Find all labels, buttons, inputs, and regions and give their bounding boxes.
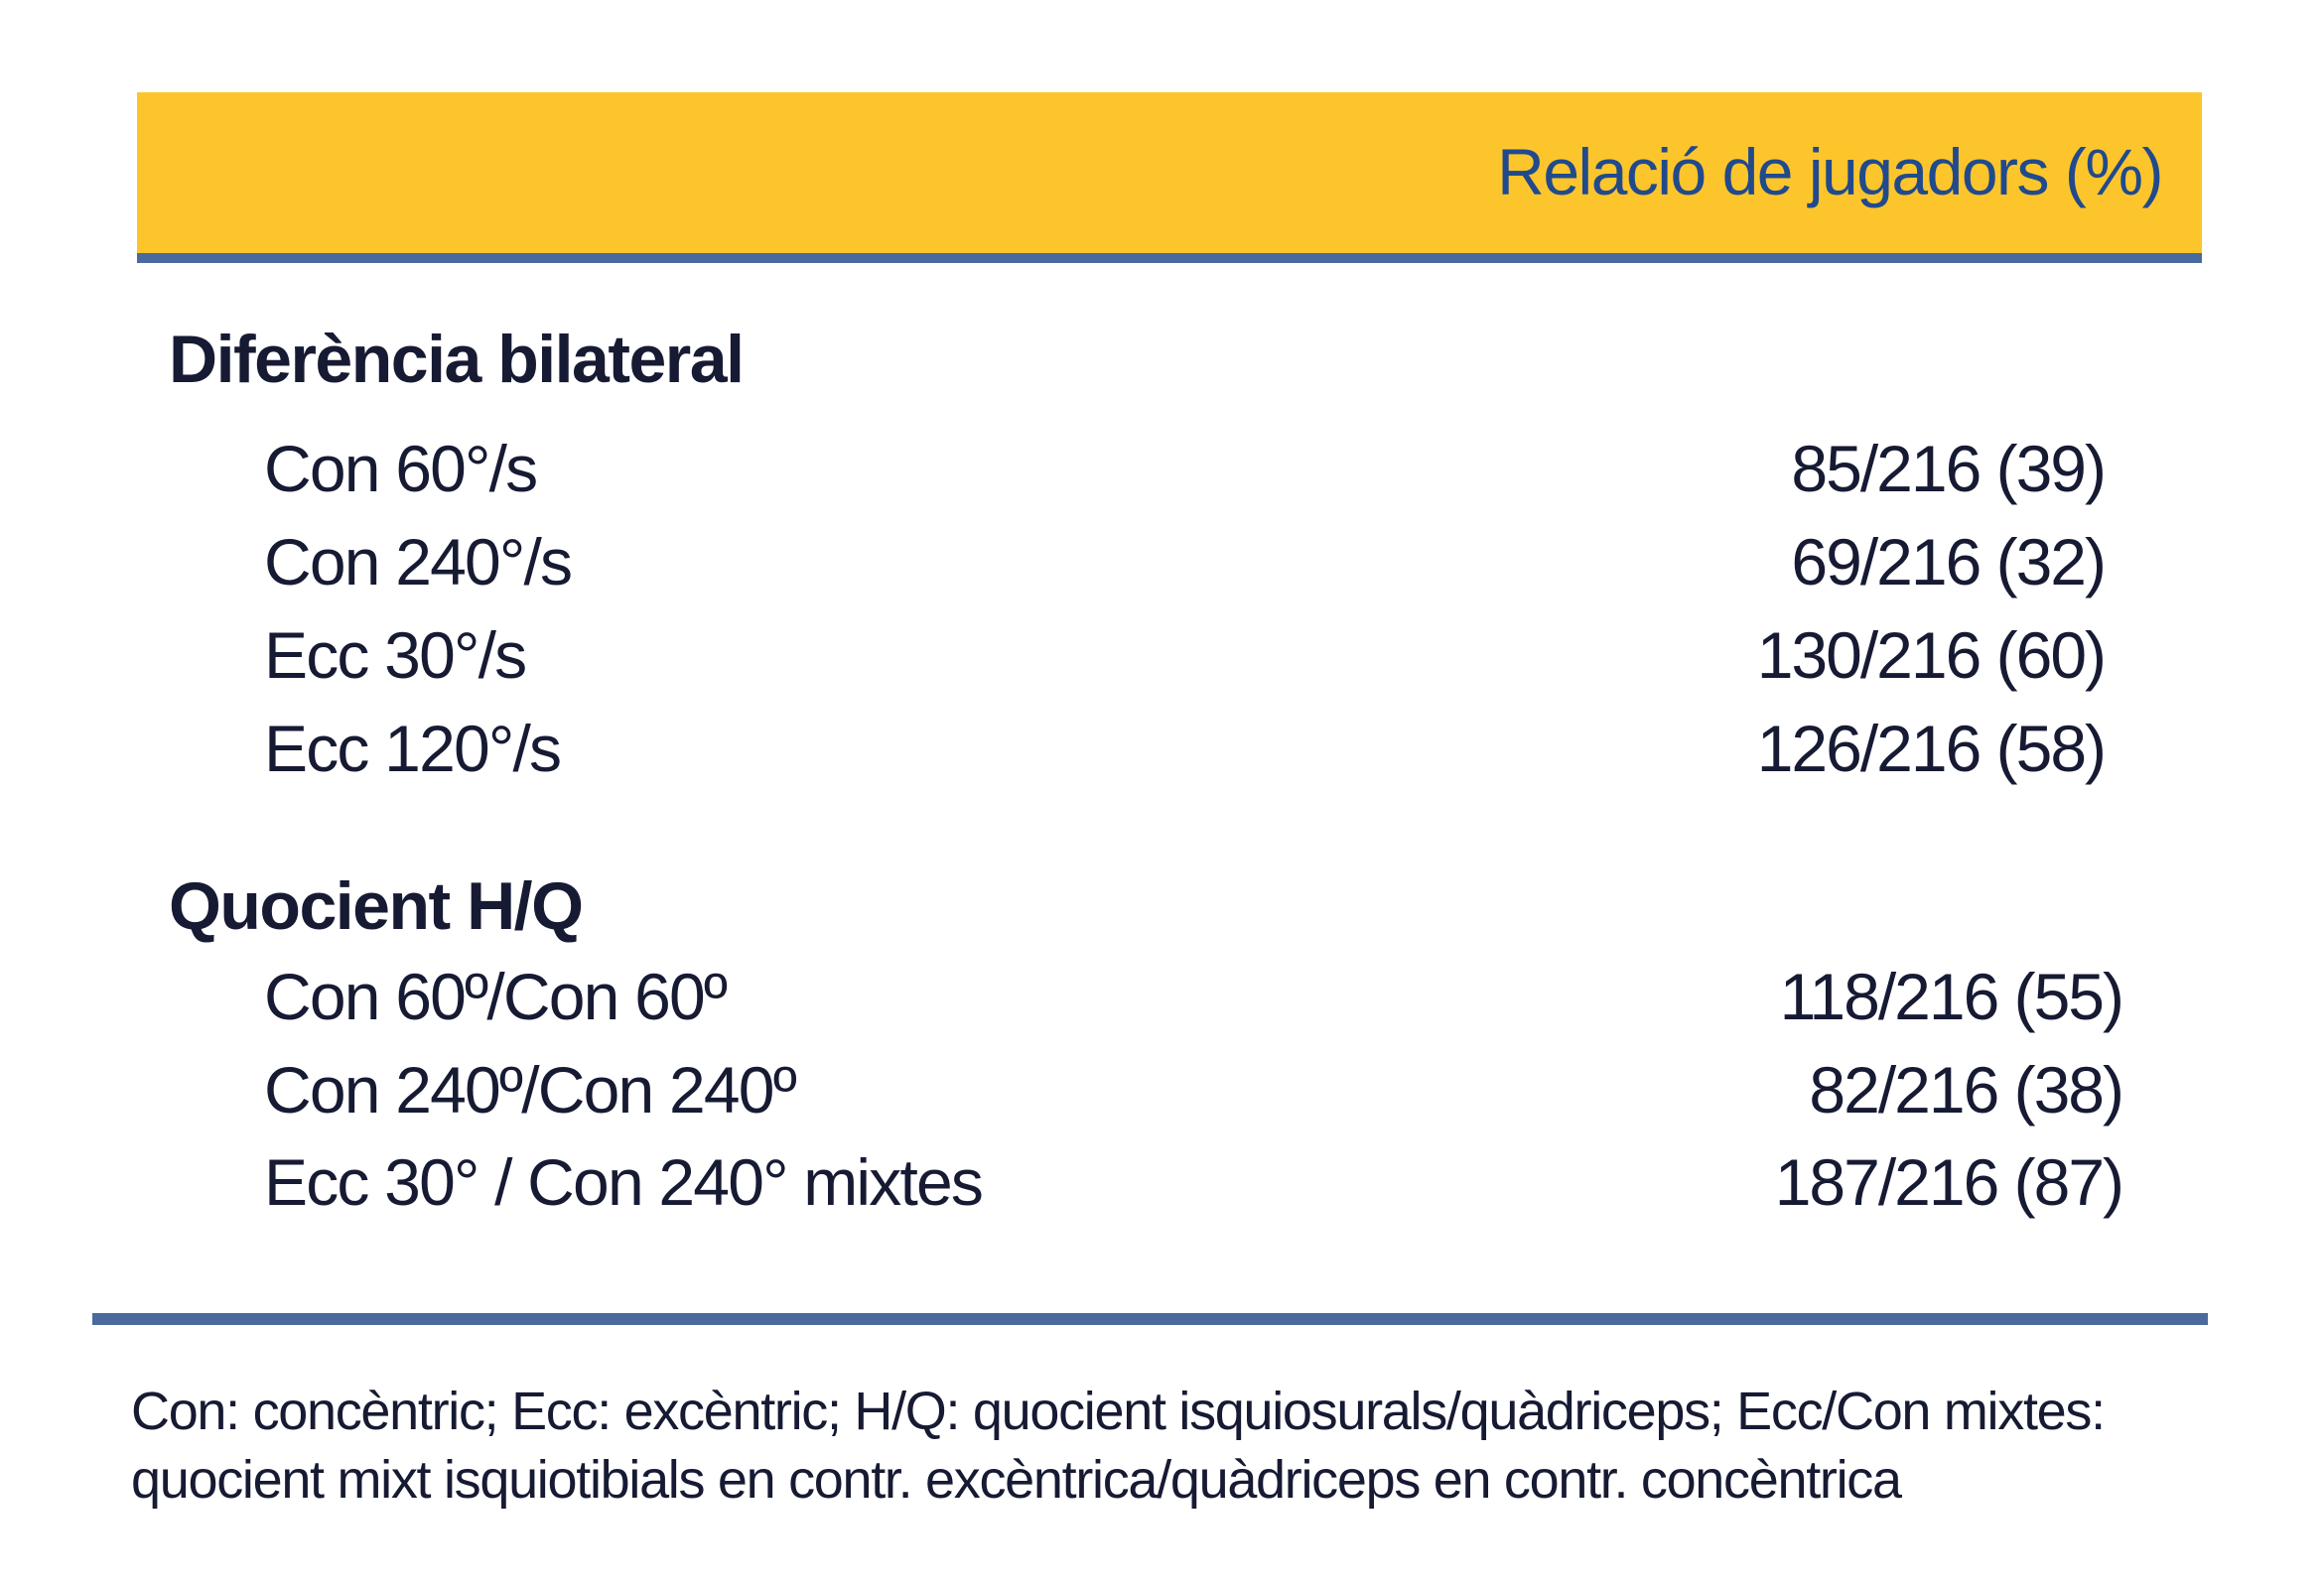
table-row: Con 240º/Con 240º 82/216 (38) [0, 1050, 2324, 1129]
row-label: Ecc 30° / Con 240° mixtes [264, 1145, 984, 1219]
table-row: Ecc 30° / Con 240° mixtes 187/216 (87) [0, 1142, 2324, 1222]
section-title-hq-ratio: Quocient H/Q [169, 868, 584, 944]
table-header-band: Relació de jugadors (%) [137, 92, 2202, 253]
table-row: Con 60°/s 85/216 (39) [0, 429, 2324, 508]
row-label: Con 240°/s [264, 525, 573, 598]
section-title-bilateral-difference: Diferència bilateral [169, 322, 745, 397]
footer-divider [92, 1313, 2208, 1325]
header-divider [137, 253, 2202, 263]
footnote-line-2: quocient mixt isquiotibials en contr. ex… [131, 1450, 1902, 1510]
table-row: Ecc 30°/s 130/216 (60) [0, 615, 2324, 695]
row-label: Con 60°/s [264, 432, 538, 505]
row-value: 82/216 (38) [1809, 1053, 2124, 1126]
table-footnote: Con: concèntric; Ecc: excèntric; H/Q: qu… [131, 1378, 2275, 1515]
column-header-title: Relació de jugadors (%) [1497, 135, 2163, 208]
table-row: Ecc 120°/s 126/216 (58) [0, 709, 2324, 788]
table-row: Con 60º/Con 60º 118/216 (55) [0, 957, 2324, 1036]
row-value: 130/216 (60) [1756, 618, 2107, 692]
row-value: 126/216 (58) [1756, 712, 2107, 785]
row-label: Ecc 120°/s [264, 712, 562, 785]
footnote-line-1: Con: concèntric; Ecc: excèntric; H/Q: qu… [131, 1382, 2106, 1441]
row-value: 187/216 (87) [1774, 1145, 2124, 1219]
table-row: Con 240°/s 69/216 (32) [0, 522, 2324, 601]
row-value: 118/216 (55) [1779, 960, 2124, 1033]
row-value: 69/216 (32) [1791, 525, 2107, 598]
row-label: Ecc 30°/s [264, 618, 527, 692]
row-label: Con 60º/Con 60º [264, 960, 728, 1033]
row-label: Con 240º/Con 240º [264, 1053, 797, 1126]
row-value: 85/216 (39) [1791, 432, 2107, 505]
